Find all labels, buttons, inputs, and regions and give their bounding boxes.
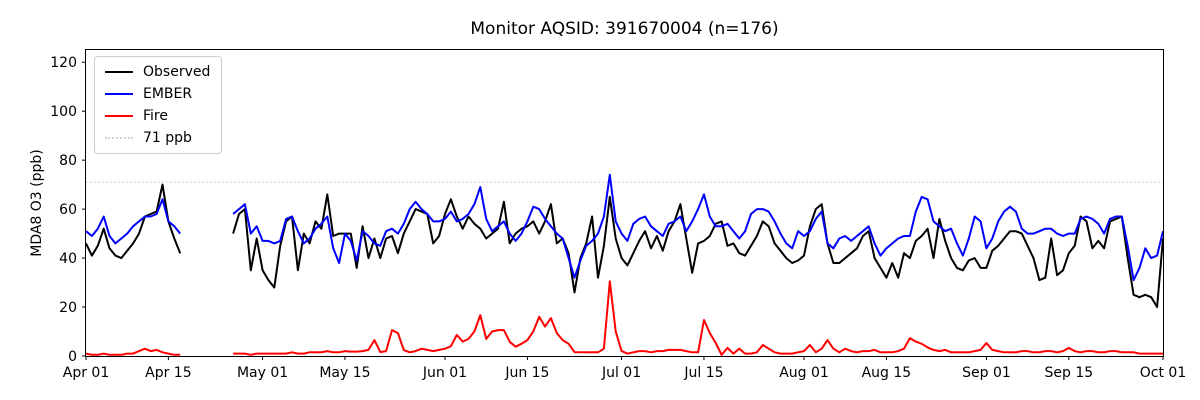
observed-line-swatch: [105, 71, 133, 73]
legend-item-fire: Fire: [105, 109, 210, 123]
ember-line: [85, 173, 1164, 282]
y-axis-tick-label: 40: [59, 251, 77, 267]
legend: Observed EMBER Fire 71 ppb: [94, 56, 223, 154]
y-axis-tick-label: 0: [68, 349, 77, 365]
chart-title: Monitor AQSID: 391670004 (n=176): [470, 19, 779, 39]
observed-line: [85, 183, 1164, 308]
x-axis-tick-label: Apr 01: [63, 365, 109, 381]
x-axis-tick-label: Jun 15: [504, 365, 549, 381]
x-axis-tick-label: Aug 01: [779, 365, 829, 381]
plot-border: [85, 49, 1164, 357]
legend-item-71-ppb: 71 ppb: [105, 131, 210, 145]
fire-line: [85, 280, 1163, 356]
legend-label: EMBER: [143, 86, 193, 102]
x-axis-tick-label: May 15: [319, 365, 370, 381]
legend-item-ember: EMBER: [105, 87, 210, 101]
71-ppb-line-swatch: [105, 137, 133, 139]
ember-line-swatch: [105, 93, 133, 95]
x-axis-tick-label: Aug 15: [862, 365, 912, 381]
y-axis-tick-label: 60: [59, 202, 77, 218]
fire-line-swatch: [105, 115, 133, 117]
legend-label: Fire: [143, 108, 168, 124]
x-axis-tick-label: Jul 15: [683, 365, 723, 381]
x-axis-tick-label: Apr 15: [145, 365, 191, 381]
legend-label: 71 ppb: [143, 130, 192, 146]
y-axis-tick-label: 120: [50, 55, 77, 71]
y-axis-tick-label: 100: [50, 104, 77, 120]
y-axis-tick-label: 80: [59, 153, 77, 169]
y-axis-tick-label: 20: [59, 300, 77, 316]
x-axis-tick-label: Sep 01: [962, 365, 1011, 381]
x-axis-tick-label: Jul 01: [601, 365, 641, 381]
x-axis-tick-label: Jun 01: [422, 365, 467, 381]
x-axis-tick-label: Sep 15: [1045, 365, 1094, 381]
legend-item-observed: Observed: [105, 65, 210, 79]
x-axis-tick-label: May 01: [237, 365, 288, 381]
x-axis-tick-label: Oct 01: [1140, 365, 1186, 381]
legend-label: Observed: [143, 64, 211, 80]
